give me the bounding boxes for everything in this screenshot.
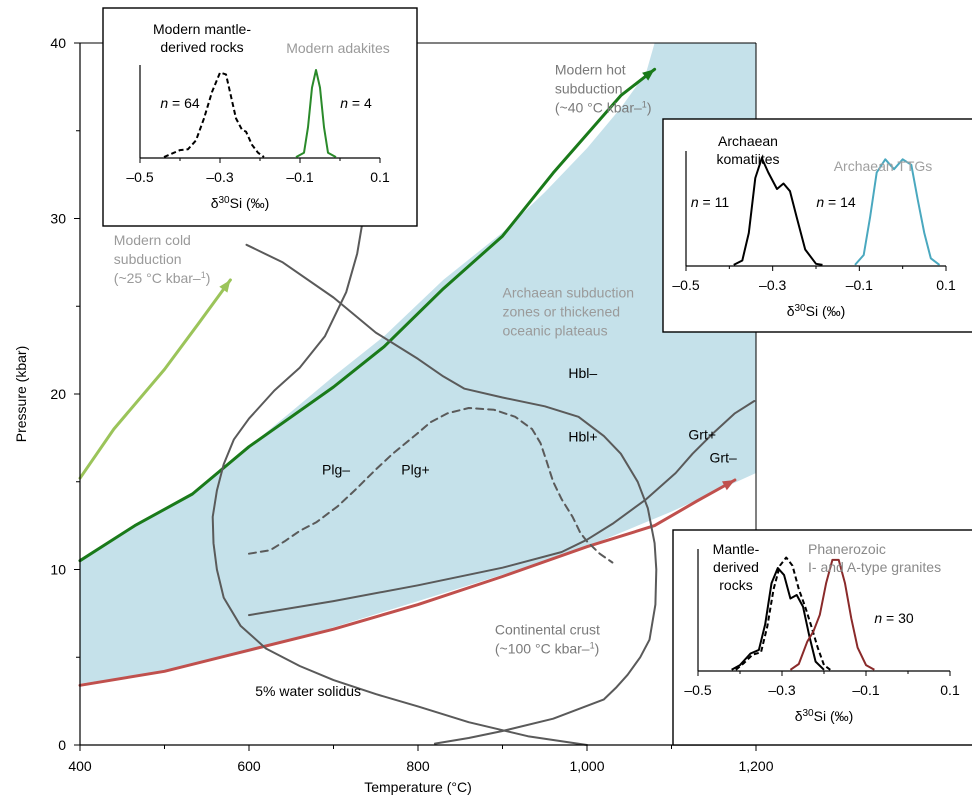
cold-arrowhead [219,279,231,293]
archaean-region-fill [80,43,756,684]
inset-x-axis-label: δ30Si (‰) [787,303,846,319]
y-axis-label: Pressure (kbar) [13,346,29,442]
sample-count-label: n = 11 [691,194,729,210]
inset-frame [672,529,972,746]
inset-x-tick-label: –0.1 [852,682,879,698]
mantle-derived-rocks-dashed-density [735,556,831,671]
modern-adakites-label: Modern adakites [286,40,390,56]
inset-frame [662,118,972,333]
main-chart: 400 600 800 1,000 1,200 0 10 20 30 40 Modern hot s… [13,35,774,795]
mantle-derived-rocks-label: Mantle-derived rocks [713,541,760,593]
x-tick-label: 600 [237,758,261,774]
y-tick-label: 20 [50,386,66,402]
inset-x-tick-label: –0.5 [126,169,153,185]
hbl-plus-label: Hbl+ [568,428,597,444]
crust-label: Continental crust (~100 °C kbar–1) [495,621,600,656]
grt-minus-label: Grt– [710,449,737,465]
x-tick-label: 1,000 [569,758,604,774]
grt-plus-label: Grt+ [688,427,716,443]
inset-x-tick-label: –0.3 [768,682,795,698]
x-axis-label: Temperature (°C) [364,779,472,795]
inset-x-axis-label: δ30Si (‰) [795,708,854,724]
y-tick-label: 30 [50,211,66,227]
crust-curve [78,478,737,687]
modern-mantle-derived-rocks-label: Modern mantle-derived rocks [153,21,251,55]
inset-x-tick-label: –0.3 [759,277,786,293]
inset-x-tick-label: 0.1 [936,277,956,293]
main-annotations: Modern hot subduction (~40 °C kbar–1) Moder… [114,62,737,699]
plg-curve [248,407,614,564]
modern-adakites-density [295,69,337,158]
phanerozoic-i-and-a-type-granites-label: Phanerozoic I- and A-type granites [808,541,941,575]
inset-x-tick-label: –0.1 [286,169,313,185]
inset-x-tick-label: –0.3 [206,169,233,185]
inset-archaean: –0.5 –0.3 –0.1 0.1 δ30Si (‰) Archaean komatiit… [662,118,972,333]
y-tick-label: 10 [50,562,66,578]
inset-modern: –0.5 –0.3 –0.1 0.1 δ30Si (‰) Modern mantle-de… [102,7,418,227]
inset-x-tick-label: 0.1 [370,169,390,185]
solidus-label: 5% water solidus [255,683,361,699]
hot-label: Modern hot subduction (~40 °C kbar–1) [555,62,652,116]
archaean-ttgs-density [854,158,941,266]
x-tick-label: 400 [68,758,92,774]
archaean-komatiites-density [733,157,823,266]
archaean-ttgs-label: Archaean TTGs [834,158,933,174]
modern-mantle-derived-rocks-density [163,71,265,159]
x-tick-label: 1,200 [738,758,773,774]
hot-arrowhead [642,69,655,81]
inset-x-tick-label: –0.1 [846,277,873,293]
main-curves [78,67,756,746]
inset-x-tick-label: –0.5 [684,682,711,698]
sample-count-label: n = 30 [874,610,914,626]
hot-curve [78,67,657,563]
sample-count-label: n = 64 [160,95,200,111]
x-tick-label: 800 [406,758,430,774]
cold-label: Modern cold subduction (~25 °C kbar–1) [114,232,211,286]
crust-arrowhead [722,480,735,491]
solidus-curve [211,112,588,746]
plg-minus-label: Plg– [322,462,350,478]
inset-x-tick-label: 0.1 [940,682,960,698]
inset-x-tick-label: –0.5 [672,277,699,293]
hbl-minus-label: Hbl– [568,365,597,381]
sample-count-label: n = 14 [816,194,856,210]
archaean-komatiites-label: Archaean komatiites [716,133,779,167]
inset-phanerozoic: –0.5 –0.3 –0.1 0.1 δ30Si (‰) Mantle-derived ro… [672,529,972,746]
plg-plus-label: Plg+ [401,462,429,478]
y-tick-label: 0 [58,737,66,753]
cold-curve [78,278,232,480]
mantle-derived-rocks-density [731,567,825,671]
hbl-curve [245,243,658,745]
y-tick-label: 40 [50,35,66,51]
region-label: Archaean subduction zones or thickened oce… [503,284,635,338]
inset-frame [102,7,418,227]
sample-count-label: n = 4 [340,95,372,111]
phanerozoic-i-and-a-type-granites-density [789,558,875,671]
inset-x-axis-label: δ30Si (‰) [211,195,270,211]
main-ticks: 400 600 800 1,000 1,200 0 10 20 30 40 [50,35,773,774]
grt-curve [248,400,756,617]
